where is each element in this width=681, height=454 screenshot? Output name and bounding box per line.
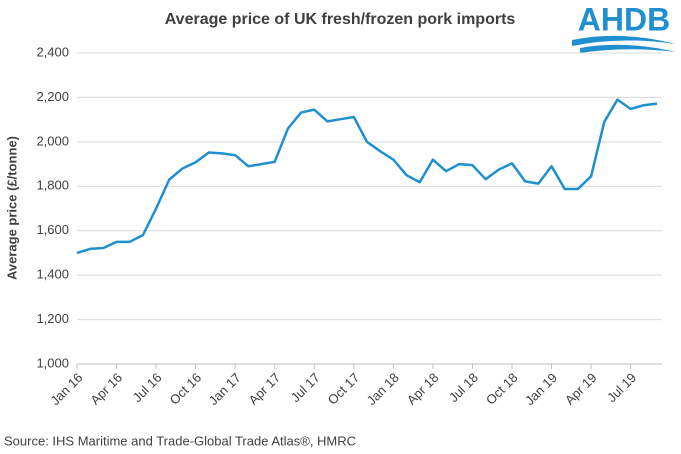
x-tick-label: Apr 19: [562, 370, 600, 408]
source-note: Source: IHS Maritime and Trade-Global Tr…: [4, 433, 356, 448]
y-tick-label: 2,400: [36, 44, 69, 59]
y-tick-label: 1,400: [36, 267, 69, 282]
x-tick-label: Jan 18: [364, 370, 402, 408]
x-tick-label: Jul 17: [288, 370, 323, 405]
logo-text: AHDB: [578, 1, 670, 37]
x-tick-label: Oct 16: [167, 370, 205, 408]
y-axis-label: Average price (£/tonne): [4, 136, 19, 280]
y-tick-label: 1,600: [36, 222, 69, 237]
y-tick-label: 2,200: [36, 89, 69, 104]
x-tick-label: Jul 19: [604, 370, 639, 405]
data-line: [76, 98, 658, 255]
x-tick-label: Jan 16: [47, 370, 85, 408]
chart-title: Average price of UK fresh/frozen pork im…: [165, 11, 516, 28]
logo-wave: [572, 35, 676, 46]
x-tick-label: Jul 16: [129, 370, 164, 405]
y-tick-label: 1,800: [36, 178, 69, 193]
y-tick-label: 1,200: [36, 311, 69, 326]
logo-wave: [580, 44, 676, 53]
logo: AHDB: [572, 1, 676, 53]
x-tick-label: Jan 17: [206, 370, 244, 408]
x-tick-label: Oct 17: [325, 370, 363, 408]
y-tick-label: 1,000: [36, 355, 69, 370]
x-tick-label: Jul 18: [446, 370, 481, 405]
x-tick-label: Jan 19: [522, 370, 560, 408]
x-tick-label: Oct 18: [483, 370, 521, 408]
y-tick-label: 2,000: [36, 133, 69, 148]
x-tick-label: Apr 17: [246, 370, 284, 408]
x-tick-label: Apr 18: [404, 370, 442, 408]
x-tick-label: Apr 16: [87, 370, 125, 408]
